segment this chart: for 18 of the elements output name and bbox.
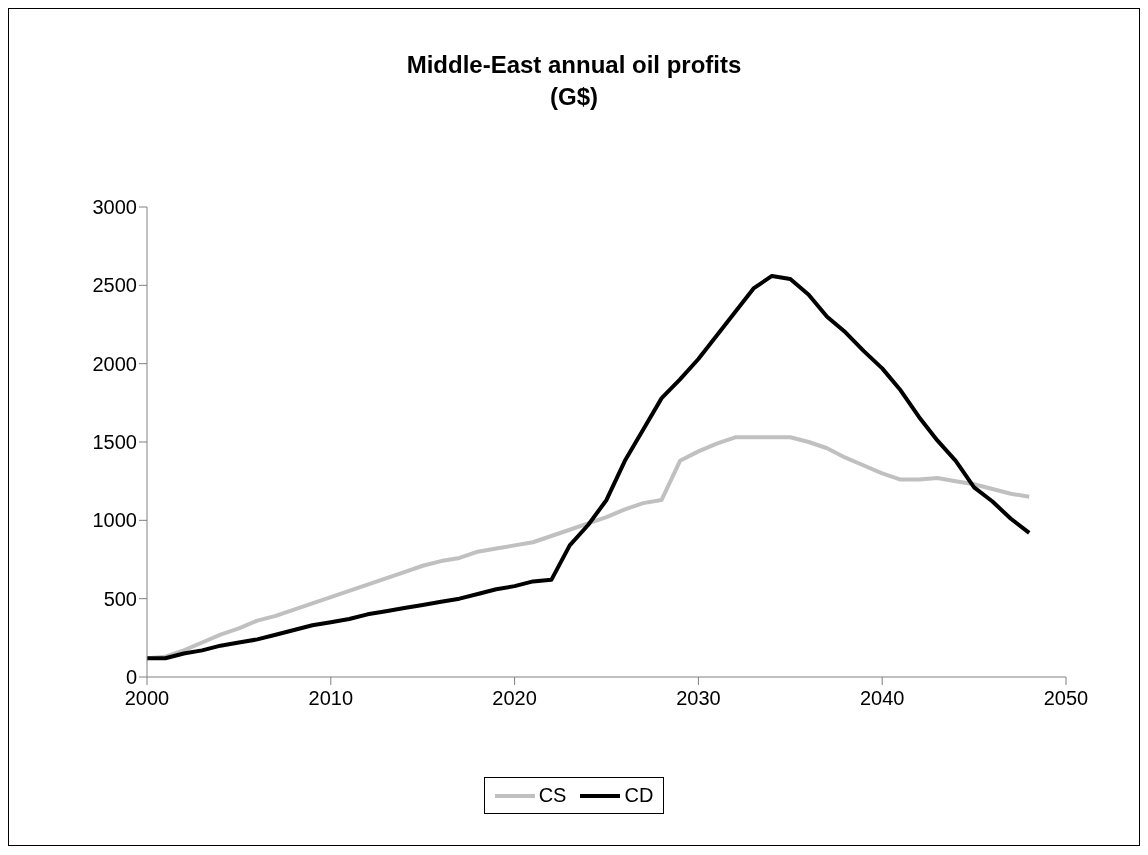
y-tick-label: 2500 <box>92 274 137 297</box>
x-tick-label: 2020 <box>492 687 537 710</box>
chart-subtitle: (G$) <box>549 82 599 112</box>
y-tick-label: 500 <box>103 587 137 610</box>
x-tick-label: 2040 <box>859 687 905 710</box>
y-tick-label: 2000 <box>92 352 137 375</box>
y-tick-label: 1000 <box>92 509 137 532</box>
x-tick-label: 2050 <box>1043 687 1089 710</box>
chart-title: Middle-East annual oil profits <box>405 50 743 80</box>
x-tick-label: 2010 <box>308 687 354 710</box>
x-tick-label: 2030 <box>676 687 721 710</box>
y-tick-label: 1500 <box>92 431 137 454</box>
x-tick-label: 2000 <box>124 687 170 710</box>
legend-label: CS <box>538 784 567 807</box>
line-series <box>147 273 1032 661</box>
legend-label: CD <box>624 784 654 807</box>
y-tick-label: 0 <box>125 666 137 689</box>
y-tick-label: 3000 <box>92 196 137 219</box>
